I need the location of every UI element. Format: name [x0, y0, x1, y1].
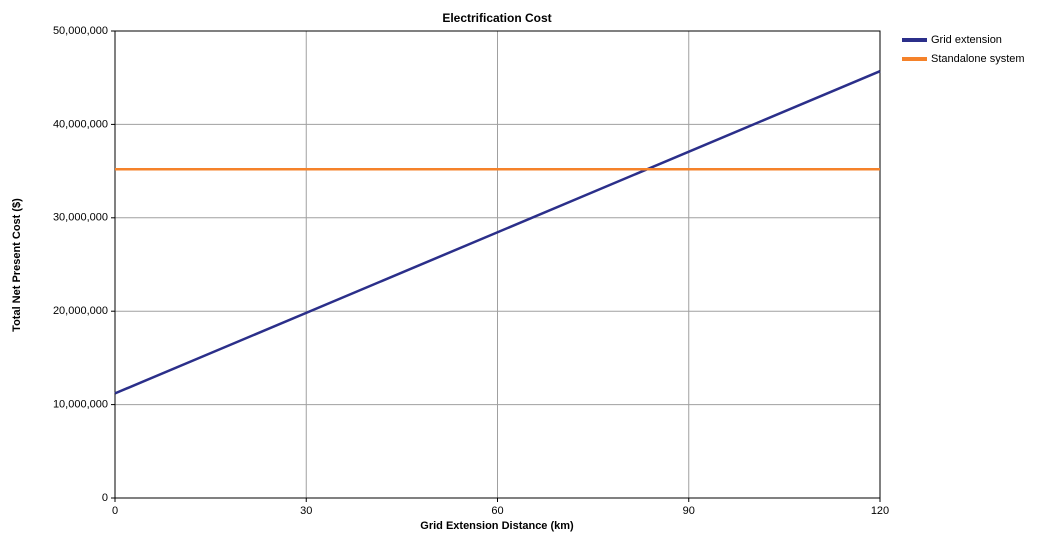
y-tick-label: 50,000,000	[53, 25, 108, 37]
y-tick-label: 30,000,000	[53, 212, 108, 224]
x-axis-label: Grid Extension Distance (km)	[420, 520, 574, 532]
series-line	[114, 70, 881, 395]
plot-border	[114, 30, 881, 499]
x-tick-label: 0	[112, 505, 118, 517]
y-tick-label: 0	[102, 492, 108, 504]
x-tick-label: 60	[491, 505, 503, 517]
y-axis-label: Total Net Present Cost ($)	[11, 198, 23, 332]
y-tick-label: 10,000,000	[53, 399, 108, 411]
legend-label: Grid extension	[931, 34, 1002, 46]
legend-label: Standalone system	[931, 53, 1025, 65]
x-tick-label: 30	[300, 505, 312, 517]
y-tick-label: 20,000,000	[53, 305, 108, 317]
x-tick-label: 90	[683, 505, 695, 517]
y-tick-label: 40,000,000	[53, 118, 108, 130]
chart-title: Electrification Cost	[442, 11, 551, 25]
x-tick-label: 120	[871, 505, 889, 517]
